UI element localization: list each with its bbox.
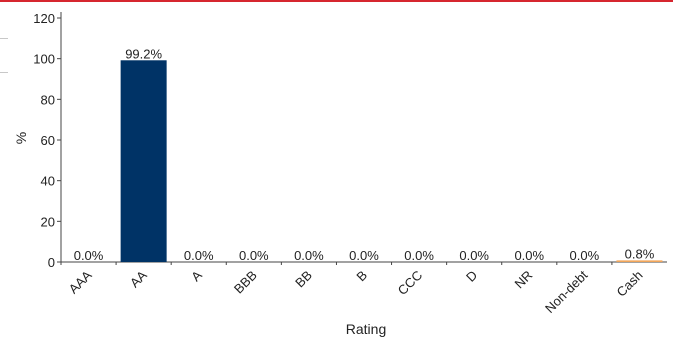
- x-tick-label: Cash: [614, 268, 646, 300]
- x-axis: AAA AA A BBB BB B CCC D NR Non-debt Cash: [60, 261, 667, 316]
- data-label: 0.0%: [459, 248, 489, 263]
- y-tick-label: 120: [33, 11, 55, 26]
- x-tick-label: NR: [512, 268, 536, 292]
- data-label: 0.0%: [514, 248, 544, 263]
- data-label: 0.0%: [74, 248, 104, 263]
- data-label: 0.8%: [625, 246, 655, 261]
- x-axis-title: Rating: [346, 321, 386, 337]
- x-tick-label: Non-debt: [542, 267, 591, 316]
- bar-aa: [120, 60, 167, 262]
- data-label: 0.0%: [570, 248, 600, 263]
- y-axis-title: %: [13, 132, 29, 144]
- y-axis: 0 20 40 60 80 100 120: [33, 11, 62, 270]
- data-label: 0.0%: [294, 248, 324, 263]
- y-tick-label: 60: [41, 133, 55, 148]
- y-tick-label: 20: [41, 214, 55, 229]
- top-accent-rule: [0, 0, 673, 2]
- data-label: 0.0%: [239, 248, 269, 263]
- y-tick-label: 40: [41, 174, 55, 189]
- y-tick-label: 80: [41, 92, 55, 107]
- bar-cash: [616, 260, 663, 262]
- x-tick-label: D: [463, 268, 480, 285]
- data-labels: 0.0% 99.2% 0.0% 0.0% 0.0% 0.0% 0.0% 0.0% 0.0% 0.0…: [74, 46, 655, 263]
- x-tick-label: AA: [127, 267, 150, 290]
- data-label: 0.0%: [349, 248, 379, 263]
- x-tick-label: AAA: [66, 267, 95, 296]
- data-label: 0.0%: [184, 248, 214, 263]
- data-label: 99.2%: [125, 46, 162, 61]
- x-tick-label: B: [353, 268, 370, 285]
- side-divider-mark: [0, 72, 8, 73]
- side-divider-mark: [0, 38, 8, 39]
- x-tick-label: A: [188, 267, 205, 284]
- data-label: 0.0%: [404, 248, 434, 263]
- y-tick-label: 0: [48, 255, 55, 270]
- x-tick-label: CCC: [395, 268, 426, 299]
- y-tick-label: 100: [33, 52, 55, 67]
- x-tick-label: BBB: [231, 268, 260, 297]
- x-tick-label: BB: [292, 268, 315, 291]
- bar-series: [120, 60, 663, 262]
